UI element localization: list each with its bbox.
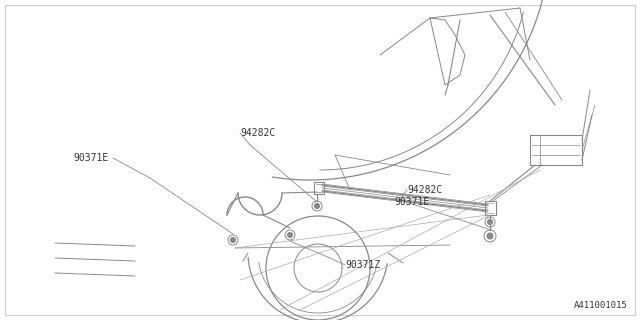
Text: 94282C: 94282C [407, 185, 442, 195]
Circle shape [488, 220, 493, 225]
Circle shape [487, 233, 493, 239]
Text: 90371E: 90371E [394, 197, 429, 207]
Circle shape [230, 237, 236, 243]
Text: A411001015: A411001015 [574, 301, 628, 310]
Circle shape [287, 233, 292, 237]
Text: 90371E: 90371E [73, 153, 108, 163]
Text: 94282C: 94282C [240, 128, 275, 138]
Text: 90371Z: 90371Z [345, 260, 380, 270]
Circle shape [314, 204, 319, 209]
